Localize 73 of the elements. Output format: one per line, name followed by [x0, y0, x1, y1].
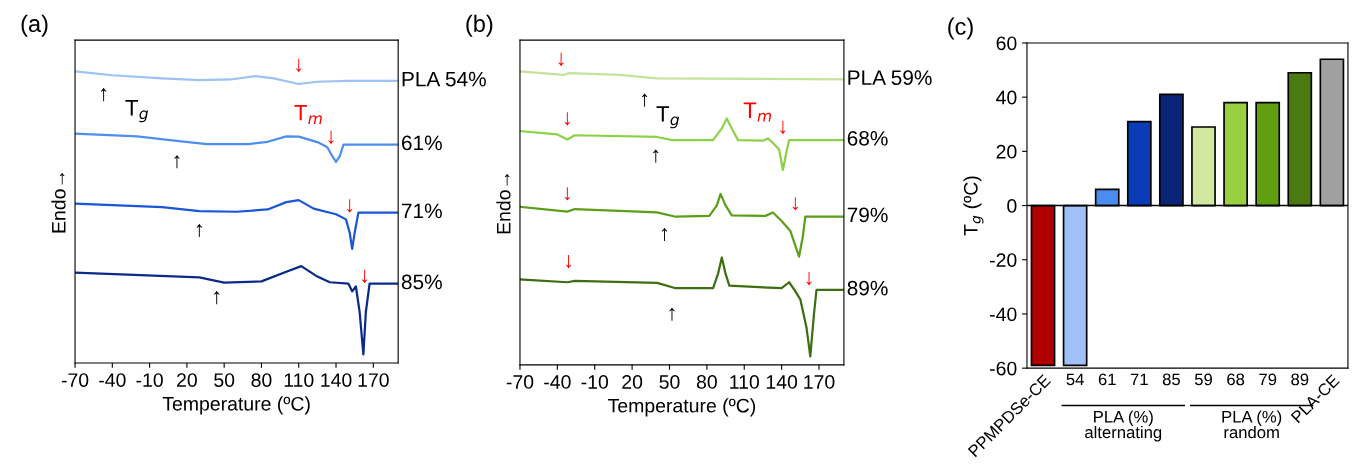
series-label: 89%: [847, 280, 888, 296]
series-label: 85%: [401, 274, 442, 290]
x-axis-title: Temperature (ºC): [608, 398, 756, 417]
annotation: ↓: [296, 58, 302, 73]
x-tick-label: -70: [506, 375, 534, 389]
annotation: ↓: [564, 112, 570, 126]
x-tick-label: -10: [136, 373, 163, 387]
text: ↓: [558, 52, 564, 66]
annotation: ↑: [661, 227, 668, 242]
annotation: ↑: [669, 307, 675, 321]
annotation: ↑: [653, 149, 659, 163]
series-label: 71%: [402, 203, 442, 219]
annotation: ↑: [101, 88, 107, 102]
chart-title: (b): [466, 14, 493, 37]
text: PLA (%) random: [1222, 410, 1282, 439]
x-tick-label: -40: [544, 375, 571, 389]
series-label: 61%: [402, 135, 442, 151]
x-tick-label: 61: [1098, 373, 1116, 386]
annotation: ↑: [196, 223, 202, 238]
annotation: ↓: [328, 130, 334, 144]
x-tick-label: 170: [804, 375, 835, 389]
y-tick-label: 60: [996, 36, 1017, 51]
x-tick-label: 80: [696, 375, 717, 389]
x-tick-label: 140: [766, 375, 798, 389]
y-tick-label: 40: [996, 90, 1017, 105]
x-tick-label: 20: [177, 373, 197, 387]
annotation: T$_{g}$: [125, 100, 149, 123]
series-label: PLA 54%: [402, 71, 486, 87]
y-tick-label: 0: [1007, 199, 1017, 213]
x-axis-title: Temperature (ºC): [162, 396, 310, 415]
annotation: ↓: [347, 199, 353, 213]
y-tick-label: -60: [990, 361, 1017, 376]
annotation: ↑: [641, 93, 648, 107]
annotation: ↓: [564, 187, 570, 201]
annotation: ↓: [806, 272, 812, 286]
annotation: ↑: [174, 155, 180, 169]
text: PLA (%) alternating: [1085, 410, 1162, 442]
x-tick-label: 54: [1066, 373, 1084, 386]
annotation: ↑: [214, 291, 220, 305]
x-tick-label: 110: [730, 375, 759, 389]
y-tick-label: -20: [990, 253, 1017, 267]
x-tick-label: 80: [251, 373, 272, 387]
x-tick-label: 110: [284, 373, 314, 387]
annotation: ↓: [362, 269, 368, 283]
x-tick-label: 50: [214, 373, 235, 387]
x-tick-label: 50: [659, 375, 680, 389]
annotation: ↓: [780, 120, 786, 134]
y-tick-label: 20: [996, 144, 1017, 159]
y-axis-title: Endo→: [496, 174, 511, 234]
series-label: 68%: [847, 130, 888, 146]
y-axis-title: T$_{g}$ (ºC): [963, 176, 984, 236]
chart-title: (a): [21, 14, 48, 37]
annotation: ↓: [565, 255, 572, 269]
x-tick-label: 140: [321, 373, 352, 387]
annotation: T$_{m}$: [294, 105, 322, 124]
annotation: T$_{g}$: [656, 106, 680, 129]
y-tick-label: -40: [990, 307, 1017, 322]
y-axis-title: Endo→: [51, 173, 66, 233]
x-tick-label: 85: [1162, 373, 1180, 386]
annotation: T$_{m}$: [743, 102, 772, 122]
x-tick-label: 79: [1259, 373, 1277, 386]
x-tick-label: 68: [1227, 373, 1245, 386]
x-tick-label: 170: [358, 373, 389, 387]
chart-title: (c): [948, 17, 973, 40]
series-label: PLA 59%: [848, 70, 932, 86]
annotation: ↓: [792, 197, 798, 211]
x-tick-label: -10: [581, 375, 609, 389]
x-tick-label: -40: [99, 373, 126, 387]
x-tick-label: -70: [61, 373, 89, 387]
x-tick-label: 71: [1130, 373, 1148, 386]
x-tick-label: 20: [622, 375, 643, 389]
series-label: 79%: [847, 207, 888, 223]
x-tick-label: 59: [1194, 373, 1212, 386]
